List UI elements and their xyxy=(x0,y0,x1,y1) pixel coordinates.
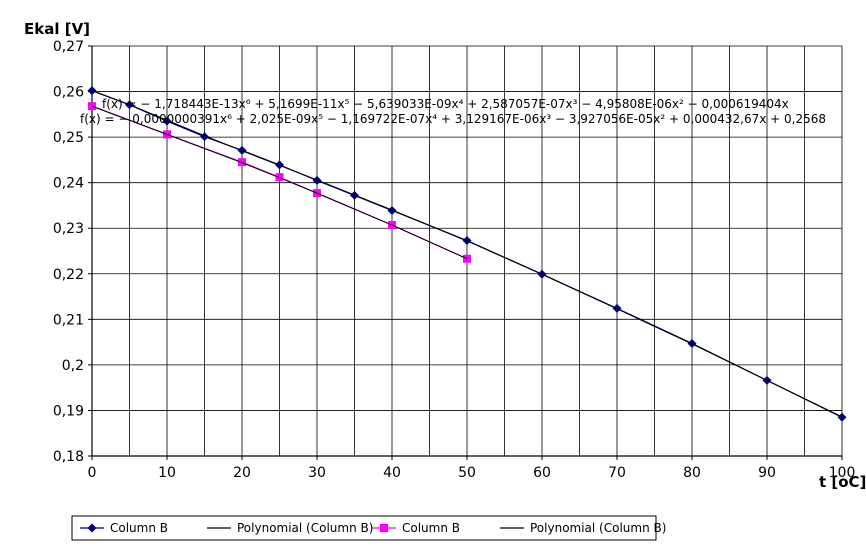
legend: Column B Polynomial (Column B) Column B Pol… xyxy=(71,515,666,541)
y-tick-label: 0,27 xyxy=(53,39,84,55)
series-1 xyxy=(91,90,843,418)
series-layer xyxy=(87,86,847,422)
legend-label: Polynomial (Column B) xyxy=(530,521,666,535)
x-tick-label: 60 xyxy=(533,465,551,481)
legend-label: Column B xyxy=(402,521,460,535)
x-tick-label: 70 xyxy=(608,465,626,481)
x-tick-label: 10 xyxy=(158,465,176,481)
series-line xyxy=(91,90,843,418)
x-tick-label: 40 xyxy=(383,465,401,481)
x-tick-label: 20 xyxy=(233,465,251,481)
legend-frame xyxy=(71,515,657,541)
x-tick-label: 30 xyxy=(308,465,326,481)
axes xyxy=(88,45,843,460)
x-tick-label: 100 xyxy=(829,465,856,481)
legend-marker xyxy=(380,524,388,532)
x-tick-label: 50 xyxy=(458,465,476,481)
y-tick-label: 0,19 xyxy=(53,403,84,419)
y-axis-title: Ekal [V] xyxy=(24,20,90,38)
trendline-equation-1: f(x) = − 1,718443E-13x⁶ + 5,1699E-11x⁵ −… xyxy=(102,97,789,111)
y-tick-label: 0,25 xyxy=(53,130,84,146)
y-tick-label: 0,26 xyxy=(53,85,84,101)
legend-label: Column B xyxy=(110,521,168,535)
y-tick-label: 0,24 xyxy=(53,176,84,192)
x-tick-labels: 0 10 20 30 40 50 60 70 80 90 100 xyxy=(88,465,856,481)
series-line xyxy=(91,105,468,260)
x-tick-label: 80 xyxy=(683,465,701,481)
y-tick-label: 0,23 xyxy=(53,221,84,237)
series-3 xyxy=(91,105,468,260)
y-tick-label: 0,21 xyxy=(53,312,84,328)
x-tick-label: 0 xyxy=(88,465,97,481)
y-tick-label: 0,22 xyxy=(53,267,84,283)
y-tick-label: 0,2 xyxy=(62,358,84,374)
legend-marker xyxy=(87,523,97,533)
trendline-equation-2: f(x) = − 0,0000000391x⁶ + 2,025E-09x⁵ − … xyxy=(80,112,826,126)
x-tick-label: 90 xyxy=(758,465,776,481)
y-tick-labels: 0,18 0,19 0,2 0,21 0,22 0,23 0,24 0,25 0,26 0,27 xyxy=(53,39,84,465)
legend-label: Polynomial (Column B) xyxy=(237,521,373,535)
data-point xyxy=(837,412,847,422)
y-tick-label: 0,18 xyxy=(53,449,84,465)
x-axis-title: t [oC] xyxy=(819,473,866,491)
